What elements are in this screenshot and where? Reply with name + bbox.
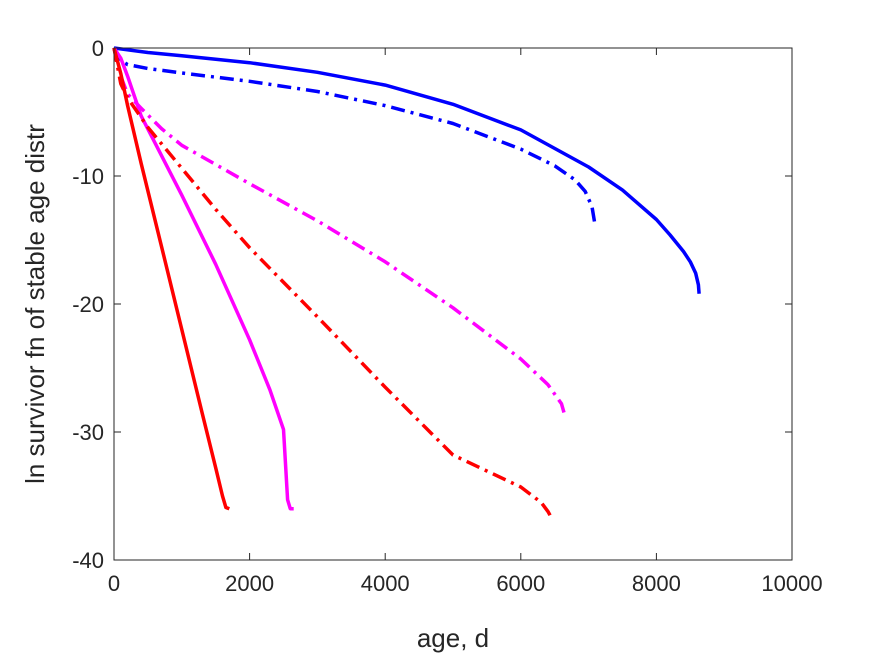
- series-line-6: [112, 47, 553, 520]
- x-tick-label: 6000: [496, 571, 545, 596]
- x-tick-label: 0: [108, 571, 120, 596]
- y-tick-label: -20: [72, 292, 104, 317]
- y-tick-label: -40: [72, 548, 104, 573]
- series-line-4: [112, 47, 568, 419]
- x-tick-label: 10000: [761, 571, 822, 596]
- series-line-1: [113, 46, 701, 294]
- y-tick-label: 0: [92, 36, 104, 61]
- y-tick-label: -30: [72, 420, 104, 445]
- plot-area: [114, 48, 792, 560]
- x-tick-label: 4000: [361, 571, 410, 596]
- series-line-2: [112, 47, 598, 228]
- series-line-3: [112, 47, 294, 511]
- axes-layer: 0 2000 4000 6000 8000 10000 0 -10 -20 -30 -40: [72, 36, 822, 596]
- x-tick-label: 2000: [225, 571, 274, 596]
- x-tick-label: 8000: [632, 571, 681, 596]
- y-tick-label: -10: [72, 164, 104, 189]
- y-axis-label: ln survivor fn of stable age distr: [20, 124, 50, 484]
- series-line-5: [112, 47, 230, 511]
- series-layer: [112, 46, 701, 520]
- x-axis-label: age, d: [417, 623, 489, 653]
